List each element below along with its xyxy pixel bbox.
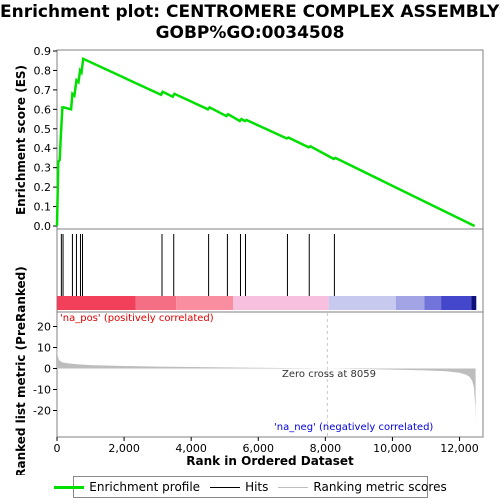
es-y-axis: 0.0 0.1 0.2 0.3 0.4 0.5 0.6 0.7 0.8 0.9 [34,45,57,233]
x-tick-label: 12,000 [440,442,479,455]
rank-color-bar [57,296,477,310]
negative-correlation-label: 'na_neg' (negatively correlated) [274,422,433,433]
legend-swatch-ranking [278,486,309,488]
metric-y-tick-label: -10 [33,384,51,397]
es-y-tick-label: 0.0 [34,220,52,233]
legend-label-hits: Hits [245,480,269,494]
title-line-2: GOBP%GO:0034508 [155,23,345,43]
es-y-tick-label: 0.8 [34,64,52,77]
positive-correlation-label: 'na_pos' (positively correlated) [60,313,214,324]
metric-y-tick-label: 10 [37,342,51,355]
es-y-tick-label: 0.1 [34,201,52,214]
heat-segment [395,296,425,310]
metric-y-tick-label: -20 [33,405,51,418]
metric-panel-frame [56,311,484,438]
legend: Enrichment profile Hits Ranking metric s… [54,476,447,498]
hits-panel [56,228,484,313]
es-panel: 0.0 0.1 0.2 0.3 0.4 0.5 0.6 0.7 0.8 0.9 Enrichmen… [14,45,484,233]
legend-swatch-hits [210,486,241,488]
heat-segment [441,296,472,310]
legend-item-hits: Hits [210,480,268,494]
es-y-tick-label: 0.2 [34,181,52,194]
x-tick-label: 0 [54,442,61,455]
es-y-tick-label: 0.5 [34,123,52,136]
metric-panel: -20 -10 0 10 20 0 2,000 4,000 6,000 8,000 10,000 1… [14,266,484,475]
metric-y-tick-label: 20 [37,321,51,334]
legend-item-enrichment-profile: Enrichment profile [54,480,200,494]
metric-y-axis: -20 -10 0 10 20 [33,321,57,418]
heat-segment [424,296,442,310]
es-y-tick-label: 0.7 [34,84,52,97]
legend-label-ranking: Ranking metric scores [313,480,447,494]
heat-segment [471,296,477,310]
legend-label-enrichment: Enrichment profile [89,480,201,494]
legend-item-ranking: Ranking metric scores [278,480,447,494]
x-tick-label: 2,000 [108,442,140,455]
heat-segment [233,296,329,310]
heat-segment [135,296,177,310]
metric-y-tick-label: 0 [44,363,51,376]
es-y-tick-label: 0.6 [34,103,52,116]
x-tick-label: 8,000 [310,442,342,455]
metric-x-axis: 0 2,000 4,000 6,000 8,000 10,000 12,000 [54,437,479,455]
es-y-tick-label: 0.4 [34,142,52,155]
x-tick-label: 10,000 [373,442,412,455]
chart-title: Enrichment plot: CENTROMERE COMPLEX ASSE… [0,2,500,44]
x-axis-label: Rank in Ordered Dataset [186,454,354,468]
zero-cross-label: Zero cross at 8059 [282,369,376,380]
x-tick-label: 6,000 [243,442,275,455]
es-y-axis-label: Enrichment score (ES) [14,65,28,215]
es-y-tick-label: 0.3 [34,162,52,175]
heat-segment [57,296,136,310]
hit-lines [60,234,335,296]
metric-y-axis-label: Ranked list metric (PreRanked) [14,266,28,475]
es-y-tick-label: 0.9 [34,45,52,58]
enrichment-plot: 0.0 0.1 0.2 0.3 0.4 0.5 0.6 0.7 0.8 0.9 Enrichmen… [14,45,484,475]
legend-swatch-enrichment [54,485,85,489]
x-tick-label: 4,000 [175,442,207,455]
title-line-1: Enrichment plot: CENTROMERE COMPLEX ASSE… [0,2,500,22]
heat-segment [328,296,396,310]
heat-segment [176,296,234,310]
enrichment-profile-line [55,56,476,228]
